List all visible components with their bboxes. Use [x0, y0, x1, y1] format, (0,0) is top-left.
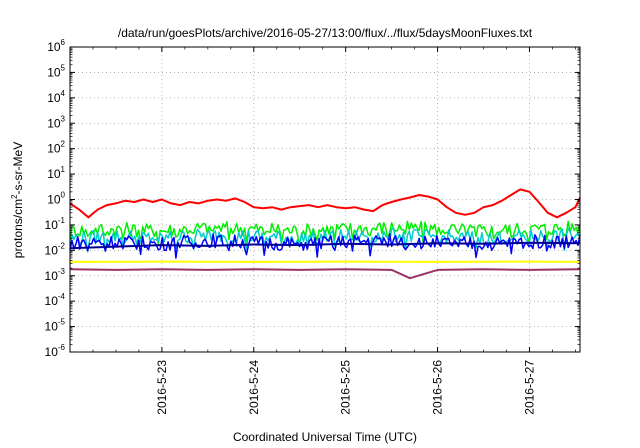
y-tick-label: 101 [47, 165, 65, 181]
axis-ticks [70, 46, 580, 353]
y-tick-label: 104 [47, 89, 65, 105]
x-axis-label: Coordinated Universal Time (UTC) [233, 430, 417, 444]
y-axis-label-sup: 2 [10, 194, 19, 199]
x-tick-labels: 2016-5-23 2016-5-24 2016-5-25 2016-5-26 2016… [155, 360, 537, 415]
y-tick-label: 10-3 [45, 267, 66, 283]
y-tick-label: 10-6 [45, 343, 66, 359]
x-tick-label: 2016-5-26 [431, 360, 445, 415]
series-group [69, 188, 581, 280]
y-tick-labels: 106 105 104 103 102 101 100 10-1 10-2 10-3 10-4 10-… [45, 38, 66, 359]
y-axis-label: protons/cm2-s-sr-MeV [10, 142, 25, 258]
series-line [69, 268, 581, 280]
series-line [69, 227, 581, 253]
x-tick-label: 2016-5-24 [247, 360, 261, 415]
y-tick-label: 10-2 [45, 241, 66, 257]
y-axis-label-prefix: protons/cm [11, 199, 25, 258]
y-tick-label: 106 [47, 38, 65, 54]
y-tick-label: 102 [47, 140, 65, 156]
series-line [69, 188, 581, 219]
x-tick-label: 2016-5-27 [522, 360, 536, 415]
y-tick-label: 100 [47, 191, 65, 207]
y-tick-label: 10-5 [45, 318, 66, 334]
series-line [69, 220, 581, 246]
chart-title: /data/run/goesPlots/archive/2016-05-27/1… [118, 26, 533, 40]
y-tick-label: 103 [47, 114, 65, 130]
y-tick-label: 10-4 [45, 292, 66, 308]
series-line [69, 241, 581, 250]
x-tick-label: 2016-5-23 [155, 360, 169, 415]
y-axis-label-suffix: -s-sr-MeV [11, 142, 25, 195]
y-tick-label: 10-1 [45, 216, 66, 232]
y-tick-label: 105 [47, 63, 65, 79]
x-tick-label: 2016-5-25 [339, 360, 353, 415]
